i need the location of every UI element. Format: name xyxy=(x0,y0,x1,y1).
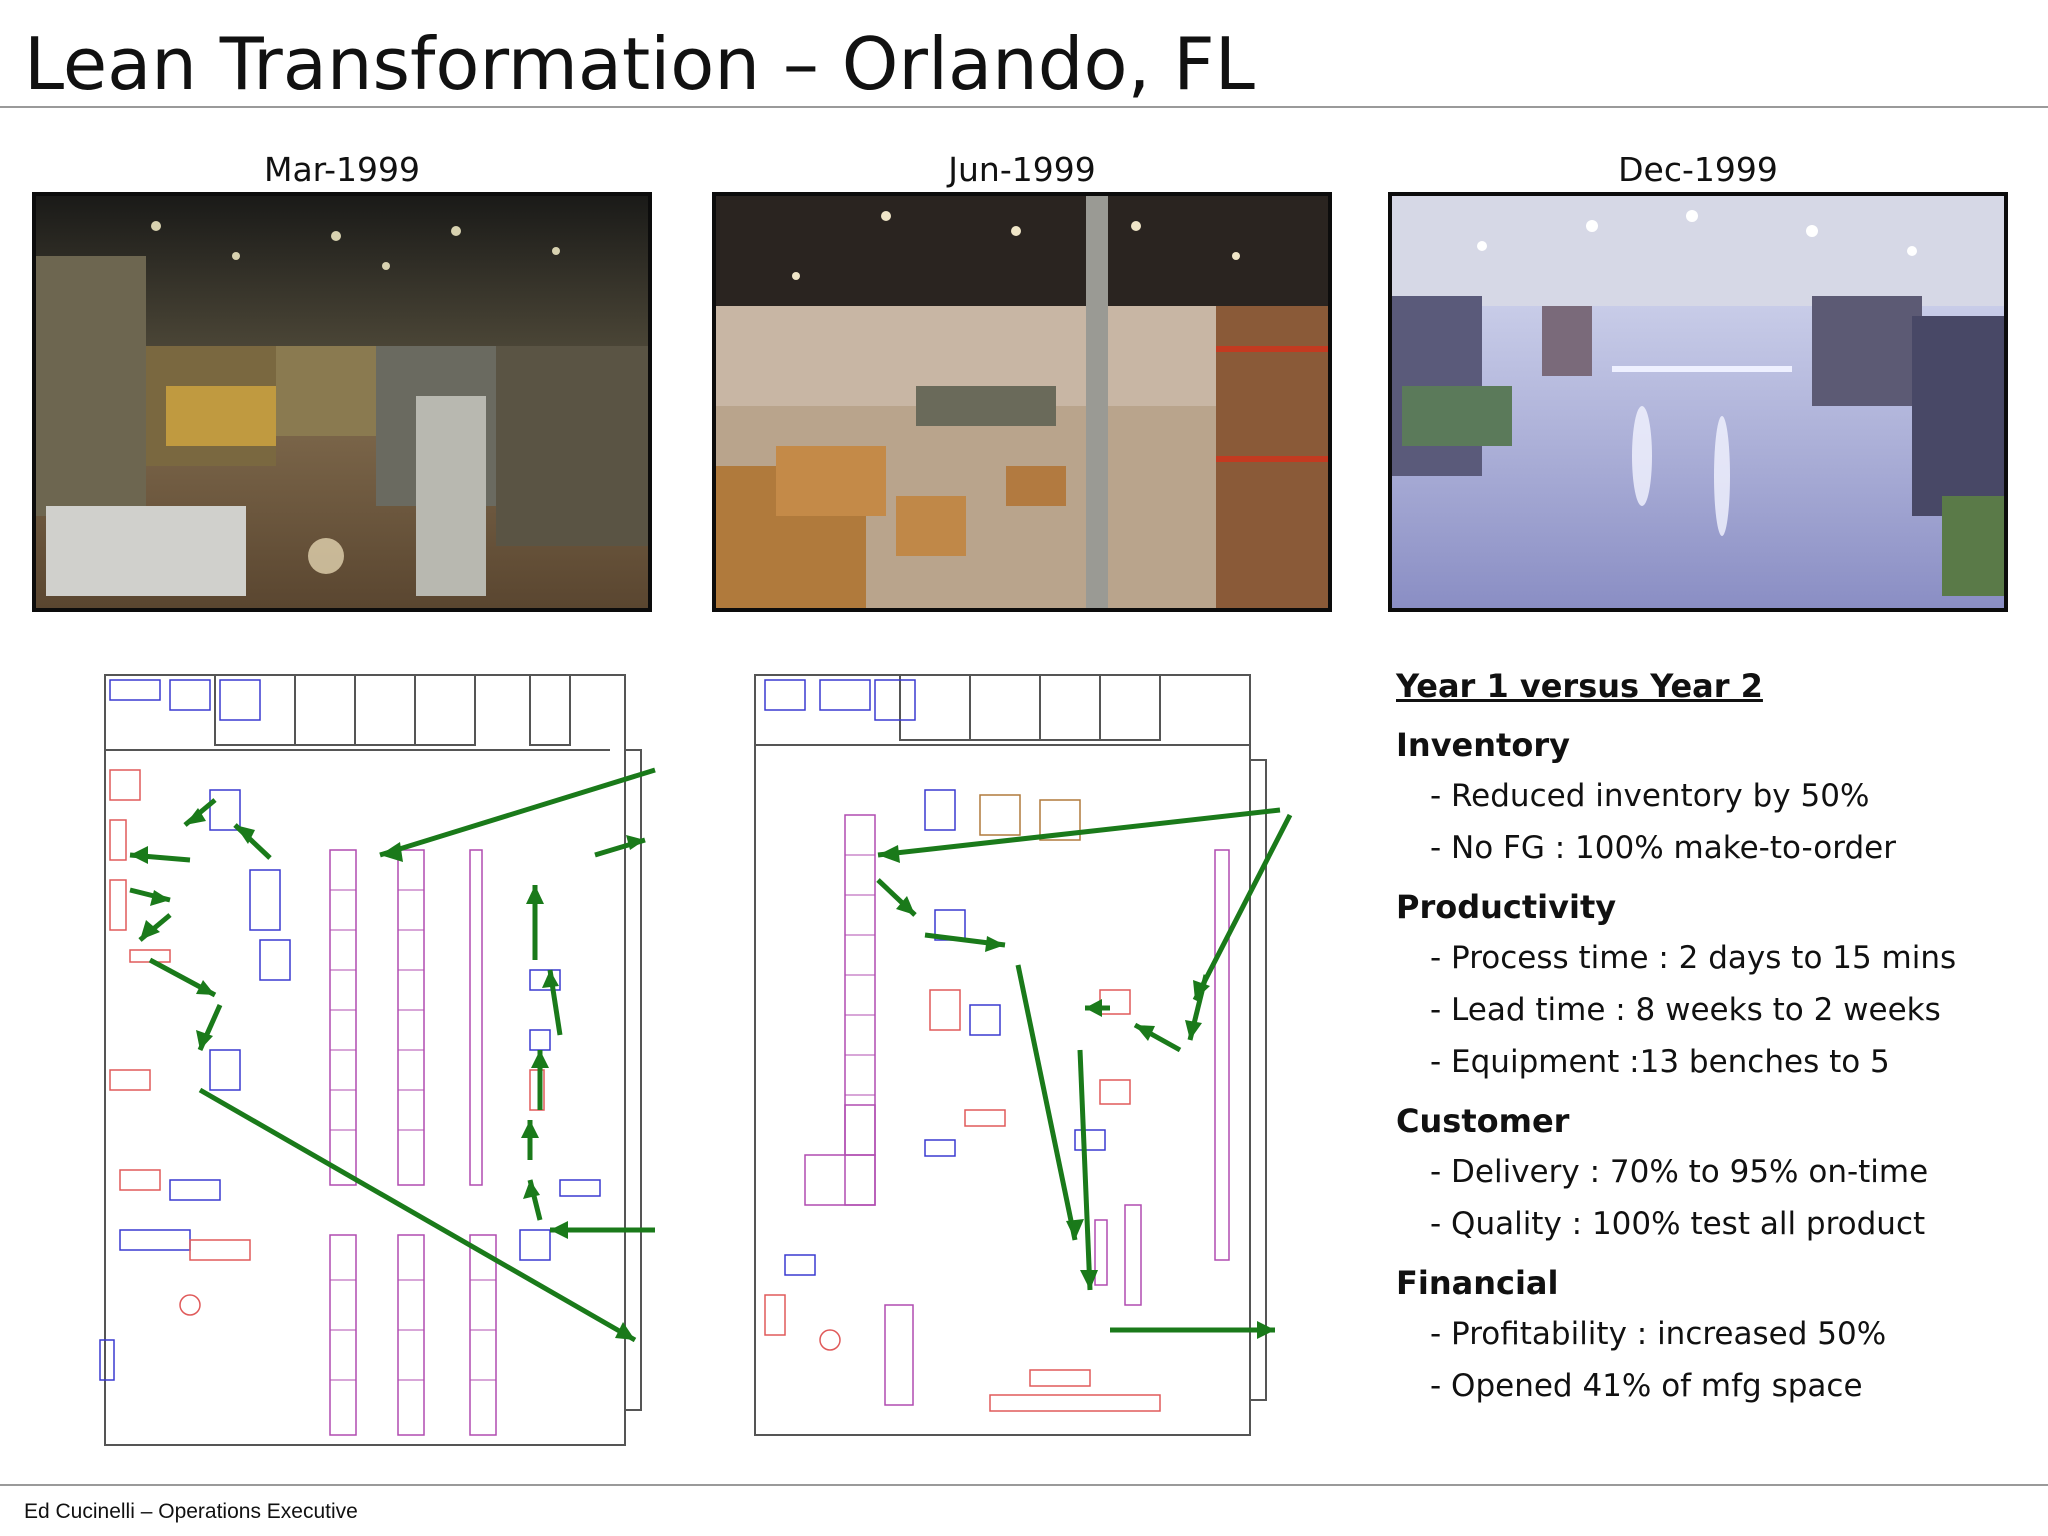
slide-title: Lean Transformation – Orlando, FL xyxy=(24,22,1255,106)
section-customer-title: Customer xyxy=(1396,1102,1570,1140)
floor-plan-after xyxy=(730,650,1310,1450)
photo-label-mar-1999: Mar-1999 xyxy=(263,150,421,189)
factory-photo-dec-1999 xyxy=(1388,192,2008,612)
photo-label-dec-1999: Dec-1999 xyxy=(1618,150,1778,189)
customer-item: - Delivery : 70% to 95% on-time xyxy=(1430,1154,1929,1190)
slide-footer: Ed Cucinelli – Operations Executive xyxy=(24,1500,358,1523)
productivity-item: - Equipment :13 benches to 5 xyxy=(1430,1044,1890,1080)
financial-item: - Profitability : increased 50% xyxy=(1430,1316,1887,1352)
productivity-item: - Lead time : 8 weeks to 2 weeks xyxy=(1430,992,1941,1028)
year-comparison-summary: Year 1 versus Year 2 Inventory - Reduced… xyxy=(1396,660,2016,1412)
section-inventory-title: Inventory xyxy=(1396,726,1570,764)
inventory-item: - No FG : 100% make-to-order xyxy=(1430,830,1896,866)
footer-divider xyxy=(0,1484,2048,1486)
section-productivity-title: Productivity xyxy=(1396,888,1617,926)
section-financial-title: Financial xyxy=(1396,1264,1559,1302)
productivity-item: - Process time : 2 days to 15 mins xyxy=(1430,940,1957,976)
photo-label-jun-1999: Jun-1999 xyxy=(948,150,1096,189)
factory-photo-mar-1999 xyxy=(32,192,652,612)
financial-item: - Opened 41% of mfg space xyxy=(1430,1368,1863,1404)
title-divider xyxy=(0,106,2048,108)
factory-photo-jun-1999 xyxy=(712,192,1332,612)
customer-item: - Quality : 100% test all product xyxy=(1430,1206,1926,1242)
summary-heading: Year 1 versus Year 2 xyxy=(1396,667,1763,705)
inventory-item: - Reduced inventory by 50% xyxy=(1430,778,1870,814)
floor-plan-before xyxy=(90,650,680,1460)
